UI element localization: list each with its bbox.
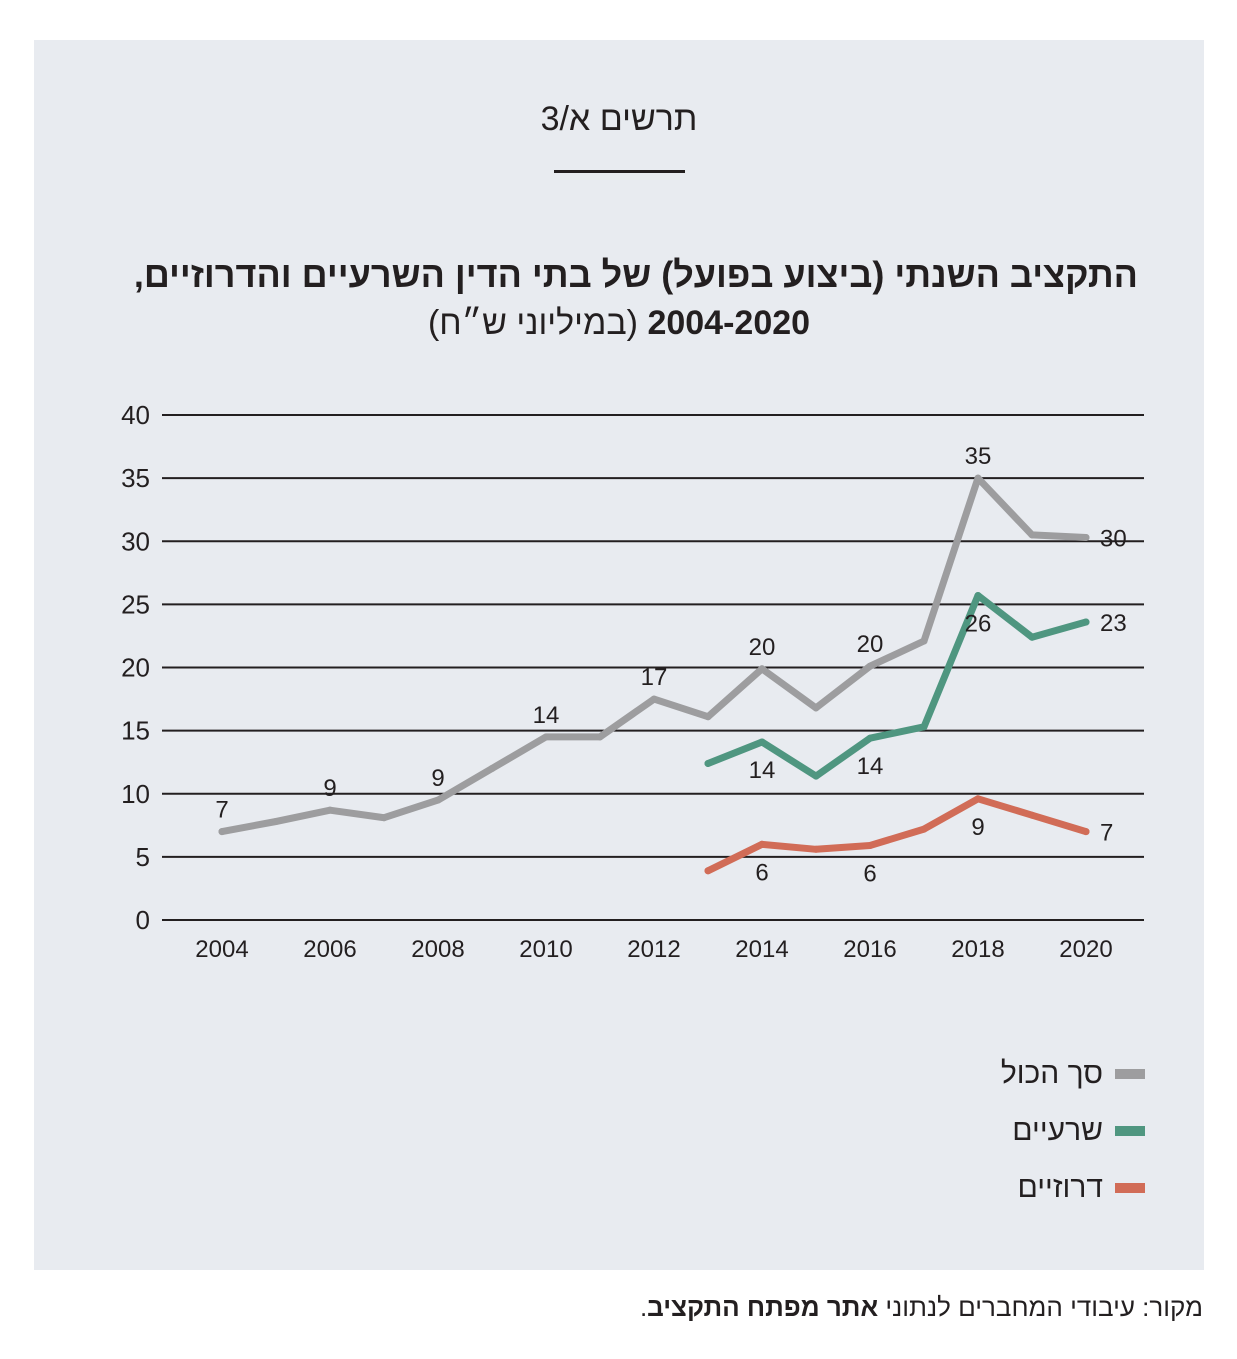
data-label-total: 14 <box>533 702 560 729</box>
data-label-sharia: 14 <box>857 753 884 780</box>
data-point-total <box>974 474 982 482</box>
data-point-druze <box>866 842 874 850</box>
data-label-total: 9 <box>323 775 336 802</box>
data-label-sharia: 23 <box>1100 610 1127 637</box>
data-label-total: 9 <box>431 765 444 792</box>
data-point-druze <box>920 825 928 833</box>
legend-item-druze: דרוזיים <box>1001 1159 1145 1216</box>
legend-item-total: סך הכול <box>1001 1045 1145 1102</box>
legend-swatch-druze <box>1115 1182 1145 1193</box>
data-point-total <box>704 713 712 721</box>
y-tick-label: 25 <box>121 589 150 619</box>
title-unit: (במיליוני ש״ח) <box>427 304 638 342</box>
data-point-druze <box>1028 811 1036 819</box>
x-tick-label: 2016 <box>843 936 896 963</box>
data-point-sharia <box>1082 618 1090 626</box>
series-line-sharia <box>704 592 1090 780</box>
data-point-total <box>758 665 766 673</box>
data-point-total <box>596 733 604 741</box>
title-divider <box>554 170 685 173</box>
data-label-total: 20 <box>749 634 776 661</box>
data-point-total <box>326 806 334 814</box>
source-suffix: . <box>639 1292 648 1322</box>
data-point-total <box>1028 531 1036 539</box>
data-label-druze: 9 <box>971 814 984 841</box>
x-tick-label: 2014 <box>735 936 788 963</box>
data-label-total: 7 <box>215 797 228 824</box>
chart-subtitle: 2004-2020 (במיליוני ש״ח) <box>60 300 1178 346</box>
series-line-druze <box>704 795 1090 875</box>
x-tick-label: 2004 <box>195 936 248 963</box>
data-label-total: 20 <box>857 631 884 658</box>
figure-label: תרשים א/3 <box>540 100 698 138</box>
title-years: 2004-2020 <box>647 304 811 342</box>
x-tick-label: 2006 <box>303 936 356 963</box>
data-point-sharia <box>1028 633 1036 641</box>
data-point-sharia <box>758 738 766 746</box>
data-point-total <box>542 733 550 741</box>
x-tick-label: 2020 <box>1059 936 1112 963</box>
data-point-sharia <box>920 723 928 731</box>
data-label-druze: 6 <box>863 861 876 888</box>
data-label-druze: 6 <box>755 859 768 886</box>
data-point-total <box>866 662 874 670</box>
data-point-druze <box>1082 828 1090 836</box>
data-label-total: 30 <box>1100 525 1127 552</box>
y-tick-label: 30 <box>121 526 150 556</box>
y-tick-label: 5 <box>136 842 150 872</box>
y-tick-label: 10 <box>121 779 150 809</box>
chart-legend: סך הכול שרעיים דרוזיים <box>1001 1045 1145 1216</box>
data-label-sharia: 14 <box>749 757 776 784</box>
y-tick-label: 35 <box>121 463 150 493</box>
data-point-druze <box>704 867 712 875</box>
legend-swatch-total <box>1115 1068 1145 1079</box>
data-point-total <box>380 814 388 822</box>
y-tick-label: 40 <box>121 400 150 430</box>
data-point-total <box>272 818 280 826</box>
y-tick-label: 0 <box>136 905 150 935</box>
source-note: מקור: עיבודי המחברים לנתוני אתר מפתח התק… <box>640 1292 1203 1323</box>
chart-panel <box>34 40 1204 1270</box>
data-point-sharia <box>812 772 820 780</box>
source-prefix: מקור: עיבודי המחברים לנתוני <box>878 1292 1203 1322</box>
data-point-total <box>1082 533 1090 541</box>
x-tick-label: 2012 <box>627 936 680 963</box>
data-point-total <box>812 704 820 712</box>
data-label-druze: 7 <box>1100 820 1113 847</box>
data-point-total <box>920 637 928 645</box>
source-link-text: אתר מפתח התקציב <box>647 1292 879 1322</box>
data-point-druze <box>812 845 820 853</box>
data-point-total <box>434 796 442 804</box>
legend-label-sharia: שרעיים <box>1012 1113 1103 1147</box>
data-point-sharia <box>866 734 874 742</box>
legend-label-druze: דרוזיים <box>1017 1170 1103 1204</box>
data-label-total: 17 <box>641 664 668 691</box>
data-label-sharia: 26 <box>965 611 992 638</box>
x-tick-label: 2008 <box>411 936 464 963</box>
x-tick-label: 2018 <box>951 936 1004 963</box>
legend-label-total: סך הכול <box>1000 1056 1103 1090</box>
x-tick-label: 2010 <box>519 936 572 963</box>
data-point-total <box>218 828 226 836</box>
data-point-druze <box>758 840 766 848</box>
data-point-total <box>488 765 496 772</box>
y-tick-label: 20 <box>121 653 150 683</box>
data-point-total <box>650 695 658 703</box>
data-point-sharia <box>704 759 712 767</box>
legend-swatch-sharia <box>1115 1125 1145 1136</box>
data-label-total: 35 <box>965 443 992 470</box>
y-tick-label: 15 <box>121 716 150 746</box>
chart-title: התקציב השנתי (ביצוע בפועל) של בתי הדין ה… <box>133 254 1138 295</box>
data-point-sharia <box>974 592 982 600</box>
data-point-druze <box>974 795 982 803</box>
legend-item-sharia: שרעיים <box>1001 1102 1145 1159</box>
